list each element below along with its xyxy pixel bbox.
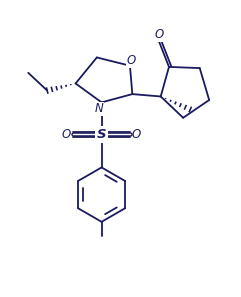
Text: O: O	[62, 128, 71, 141]
Text: S: S	[97, 128, 106, 141]
Text: O: O	[155, 28, 164, 41]
Text: O: O	[132, 128, 141, 141]
Text: O: O	[127, 54, 136, 67]
Text: N: N	[94, 102, 103, 115]
